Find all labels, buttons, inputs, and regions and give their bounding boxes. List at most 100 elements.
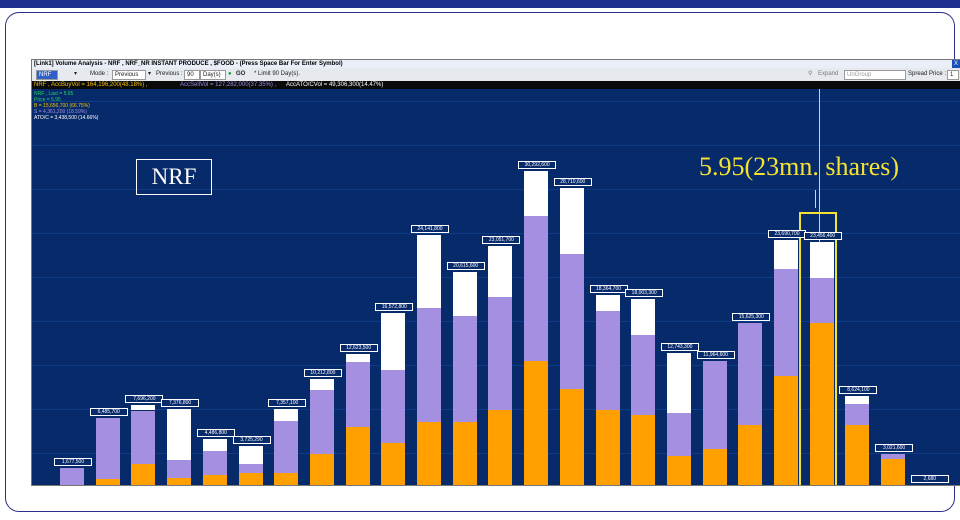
ato-segment bbox=[666, 353, 691, 413]
group-select[interactable]: UnGroup bbox=[844, 70, 906, 80]
acc-ato-vol: AccATO/CVol = 49,306,300(14.47%) bbox=[286, 82, 384, 88]
ato-segment bbox=[167, 408, 192, 461]
volume-bar bbox=[202, 438, 227, 485]
buy-segment bbox=[702, 448, 727, 485]
ato-segment bbox=[274, 408, 299, 421]
sell-segment bbox=[95, 417, 120, 479]
volume-total-label: 24,141,800 bbox=[411, 225, 449, 234]
buy-segment bbox=[417, 421, 441, 485]
buy-segment bbox=[238, 472, 263, 485]
close-button[interactable]: X bbox=[952, 60, 960, 68]
highlight-box bbox=[799, 212, 837, 485]
volume-bar bbox=[702, 361, 727, 485]
symbol-input[interactable]: NRF bbox=[36, 70, 58, 80]
search-icon[interactable]: ⚲ bbox=[808, 71, 813, 77]
volume-bar bbox=[238, 446, 263, 485]
sell-segment bbox=[309, 389, 334, 454]
sell-segment bbox=[60, 467, 84, 485]
buy-segment bbox=[595, 410, 620, 485]
volume-total-label: 3,725,290 bbox=[232, 436, 271, 445]
buy-segment bbox=[167, 477, 192, 485]
volume-total-label: 8,624,100 bbox=[839, 385, 878, 394]
volume-total-label: 20,615,600 bbox=[446, 261, 485, 270]
volume-total-label: 7,357,100 bbox=[268, 398, 307, 407]
volume-total-label: 7,376,800 bbox=[161, 398, 200, 407]
gridline bbox=[32, 189, 960, 190]
sell-segment bbox=[524, 215, 549, 361]
volume-bar bbox=[881, 453, 906, 485]
info-sell: S = 4,361,200 (18.59%) bbox=[34, 109, 87, 115]
buy-segment bbox=[381, 442, 406, 485]
mode-label: Mode : bbox=[90, 71, 109, 77]
volume-bar bbox=[738, 323, 763, 485]
sell-segment bbox=[345, 361, 370, 428]
previous-days-input[interactable]: 90 bbox=[184, 70, 200, 80]
gridline bbox=[32, 101, 960, 102]
buy-segment bbox=[774, 376, 798, 485]
sell-segment bbox=[274, 420, 299, 473]
volume-bar bbox=[666, 353, 691, 485]
gridline bbox=[32, 233, 960, 234]
buy-segment bbox=[202, 474, 227, 485]
buy-segment bbox=[345, 427, 370, 485]
volume-total-label: 11,964,600 bbox=[696, 351, 735, 360]
info-buy: B = 15,656,700 (66.75%) bbox=[34, 103, 90, 109]
volume-total-label: 4,486,800 bbox=[196, 428, 235, 437]
volume-bar bbox=[559, 187, 584, 485]
volume-total-label: 12,623,500 bbox=[339, 344, 378, 353]
volume-total-label: 23,456,400 bbox=[803, 232, 842, 241]
volume-bar bbox=[774, 239, 798, 485]
mode-chevron-down-icon[interactable]: ▾ bbox=[148, 71, 152, 77]
mode-select[interactable]: Previous bbox=[112, 70, 146, 80]
volume-bar bbox=[417, 235, 441, 485]
volume-total-label: 23,051,700 bbox=[482, 236, 521, 245]
ato-segment bbox=[452, 271, 477, 317]
volume-total-label: 30,292,600 bbox=[518, 161, 557, 170]
volume-total-label: 10,212,800 bbox=[303, 369, 342, 378]
ato-segment bbox=[524, 171, 549, 216]
acc-sell-vol: AccSellVol = 127,282,000(37.35%) , bbox=[180, 82, 277, 88]
info-price: Price = 5.95 bbox=[34, 97, 61, 103]
volume-bar bbox=[809, 242, 834, 485]
buy-segment bbox=[559, 388, 584, 485]
go-icon[interactable]: ● bbox=[228, 71, 232, 77]
toolbar: NRF ▾ Mode : Previous ▾ Previous : 90 Da… bbox=[32, 68, 960, 81]
sell-segment bbox=[738, 323, 763, 425]
sell-segment bbox=[881, 453, 906, 460]
sell-segment bbox=[381, 370, 406, 443]
volume-total-label: 16,572,800 bbox=[375, 303, 414, 312]
day-unit: Day(s) bbox=[200, 70, 226, 80]
volume-bar bbox=[452, 271, 477, 485]
ato-segment bbox=[238, 446, 263, 465]
info-last: NRF , Last = 5.95 bbox=[34, 91, 74, 97]
buy-segment bbox=[738, 424, 763, 485]
spread-price-label: Spread Price : bbox=[908, 71, 947, 77]
ato-segment bbox=[381, 313, 406, 371]
sell-segment bbox=[631, 334, 656, 415]
symbol-overlay: NRF bbox=[136, 159, 212, 195]
volume-total-label: 12,743,300 bbox=[660, 343, 699, 352]
sell-segment bbox=[774, 268, 798, 377]
ato-segment bbox=[559, 187, 584, 255]
buy-segment bbox=[274, 472, 299, 485]
sell-segment bbox=[238, 464, 263, 473]
spread-price-input[interactable]: 1 bbox=[947, 70, 959, 80]
go-button[interactable]: GO bbox=[236, 71, 246, 77]
sell-segment bbox=[167, 460, 192, 478]
volume-bar bbox=[274, 408, 299, 485]
expand-button[interactable]: Expand bbox=[818, 71, 839, 77]
ato-segment bbox=[595, 294, 620, 312]
volume-chart: NRF , Last = 5.95 Price = 5.95 B = 15,65… bbox=[32, 89, 960, 485]
buy-segment bbox=[845, 424, 870, 485]
ato-segment bbox=[631, 298, 656, 335]
gridline bbox=[32, 145, 960, 146]
volume-bar bbox=[845, 395, 870, 485]
dropdown-arrow-icon[interactable]: ▾ bbox=[74, 71, 78, 77]
volume-bar bbox=[345, 354, 370, 485]
ato-segment bbox=[345, 354, 370, 362]
volume-total-label: 2,680 bbox=[910, 474, 949, 483]
volume-bar bbox=[95, 417, 120, 485]
volume-bar bbox=[595, 294, 620, 485]
volume-analysis-window: [Link1] Volume Analysis - NRF , NRF_NR I… bbox=[31, 59, 960, 486]
sell-segment bbox=[131, 410, 156, 465]
